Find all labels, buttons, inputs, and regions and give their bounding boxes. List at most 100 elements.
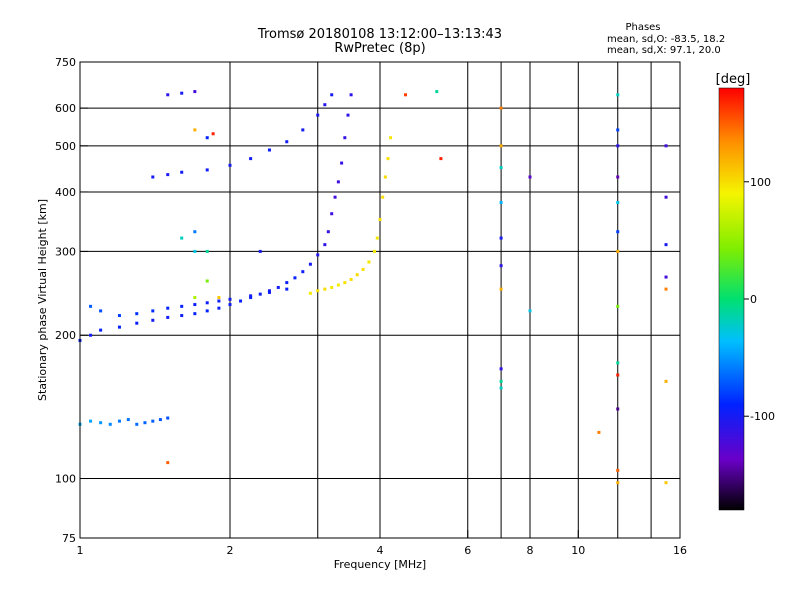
y-axis-label: Stationary phase Virtual Height [km] xyxy=(36,199,49,401)
data-point xyxy=(151,309,155,313)
data-point xyxy=(403,93,407,97)
data-point xyxy=(285,287,289,291)
data-point xyxy=(205,309,209,313)
phases-x-line: mean, sd,X: 97.1, 20.0 xyxy=(607,45,721,56)
data-point xyxy=(205,301,209,305)
data-point xyxy=(616,407,620,411)
data-point xyxy=(499,379,503,383)
data-point xyxy=(499,367,503,371)
data-point xyxy=(228,163,232,167)
data-point xyxy=(383,175,387,179)
data-point xyxy=(373,249,377,253)
data-point xyxy=(343,281,347,285)
data-point xyxy=(193,296,197,300)
data-point xyxy=(205,168,209,172)
colorbar-tick-label: 0 xyxy=(750,293,757,306)
data-point xyxy=(664,275,668,279)
data-point xyxy=(616,373,620,377)
y-tick-label: 750 xyxy=(55,56,76,69)
data-point xyxy=(166,306,170,310)
data-point xyxy=(616,304,620,308)
data-points xyxy=(78,90,668,485)
data-point xyxy=(308,291,312,295)
data-point xyxy=(439,157,443,161)
y-tick-label: 400 xyxy=(55,186,76,199)
data-point xyxy=(499,106,503,110)
data-point xyxy=(135,321,139,325)
colorbar-ticks: 100 0 -100 xyxy=(744,176,775,423)
data-point xyxy=(343,136,347,140)
data-point xyxy=(616,361,620,365)
data-point xyxy=(528,175,532,179)
data-point xyxy=(258,292,262,296)
x-tick-label: 2 xyxy=(227,544,234,557)
data-point xyxy=(135,312,139,316)
data-point xyxy=(166,315,170,319)
data-point xyxy=(180,304,184,308)
data-point xyxy=(349,277,353,281)
data-point xyxy=(249,157,253,161)
data-point xyxy=(616,144,620,148)
data-point xyxy=(193,312,197,316)
data-point xyxy=(228,297,232,301)
data-point xyxy=(228,303,232,307)
data-point xyxy=(89,333,93,337)
y-tick-label: 600 xyxy=(55,102,76,115)
data-point xyxy=(285,281,289,285)
chart-title: Tromsø 20180108 13:12:00–13:13:43 xyxy=(257,27,502,42)
data-point xyxy=(316,253,320,257)
data-point xyxy=(108,422,112,426)
data-point xyxy=(355,273,359,277)
data-point xyxy=(499,201,503,205)
colorbar-tick-label: 100 xyxy=(750,176,771,189)
colorbar-unit: [deg] xyxy=(716,72,751,87)
data-point xyxy=(616,175,620,179)
data-point xyxy=(205,249,209,253)
data-point xyxy=(664,144,668,148)
data-point xyxy=(180,91,184,95)
data-point xyxy=(151,419,155,423)
data-point xyxy=(135,422,139,426)
x-tick-label: 10 xyxy=(571,544,585,557)
data-point xyxy=(499,287,503,291)
data-point xyxy=(166,461,170,465)
data-point xyxy=(89,304,93,308)
data-point xyxy=(389,136,393,140)
data-point xyxy=(166,93,170,97)
colorbar xyxy=(718,87,745,511)
data-point xyxy=(664,379,668,383)
data-point xyxy=(239,299,243,303)
data-point xyxy=(217,299,221,303)
data-point xyxy=(117,325,121,329)
data-point xyxy=(616,128,620,132)
data-point xyxy=(381,195,385,199)
data-point xyxy=(117,419,121,423)
data-point xyxy=(616,230,620,234)
data-point xyxy=(340,161,344,165)
data-point xyxy=(616,468,620,472)
data-point xyxy=(336,283,340,287)
y-tick-label: 200 xyxy=(55,329,76,342)
data-point xyxy=(301,128,305,132)
data-point xyxy=(293,276,297,280)
chart-subtitle: RwPretec (8p) xyxy=(334,41,425,56)
data-point xyxy=(180,314,184,318)
data-point xyxy=(89,419,93,423)
data-point xyxy=(151,175,155,179)
data-point xyxy=(205,279,209,283)
y-tick-label: 100 xyxy=(55,473,76,486)
data-point xyxy=(349,93,353,97)
data-point xyxy=(316,289,320,293)
x-tick-label: 8 xyxy=(527,544,534,557)
y-tick-label: 75 xyxy=(62,532,76,545)
data-point xyxy=(193,303,197,307)
data-point xyxy=(267,290,271,294)
data-point xyxy=(499,166,503,170)
data-point xyxy=(193,90,197,94)
data-point xyxy=(664,195,668,199)
data-point xyxy=(326,230,330,234)
data-point xyxy=(126,418,130,422)
data-point xyxy=(323,243,327,247)
data-point xyxy=(330,285,334,289)
grid-lines xyxy=(80,62,680,538)
